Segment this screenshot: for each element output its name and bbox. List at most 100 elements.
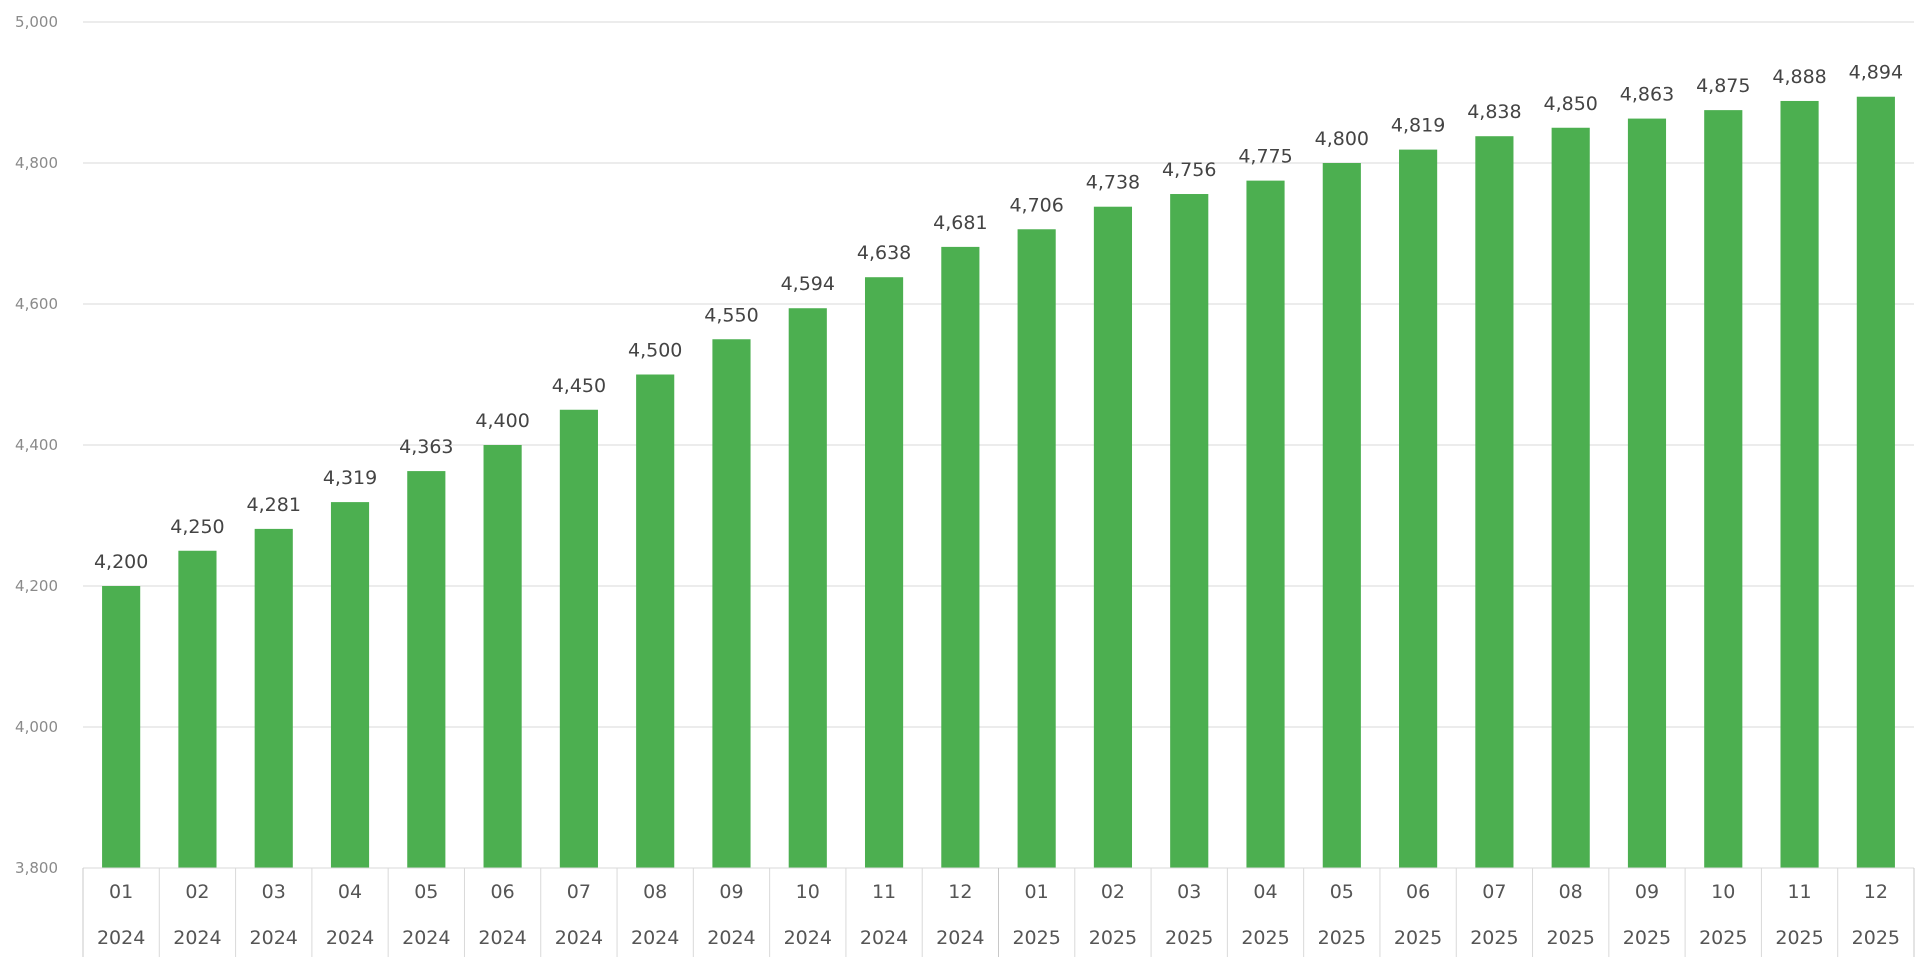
x-year-label: 2025 [1623,927,1671,949]
x-year-label: 2024 [860,927,908,949]
x-year-label: 2025 [1241,927,1289,949]
bar [330,502,370,868]
x-month-label: 01 [109,881,133,903]
x-month-label: 07 [567,881,591,903]
x-month-label: 02 [185,881,209,903]
data-label: 4,706 [1009,194,1063,216]
data-label: 4,450 [552,375,606,397]
bar [1170,194,1209,868]
x-month-label: 11 [872,881,896,903]
x-month-label: 08 [1559,881,1583,903]
data-label: 4,638 [857,242,911,264]
y-tick-label: 4,600 [15,295,58,313]
data-label: 4,200 [94,551,148,573]
bar [1856,96,1895,869]
bars [102,96,1895,869]
x-year-label: 2024 [631,927,679,949]
bar [864,277,904,869]
data-labels: 4,200 4,250 4,281 4,319 4,363 4,400 4,450 4,500… [94,62,1903,573]
data-label: 4,681 [933,212,987,234]
bar [1627,118,1667,868]
x-month-label: 09 [1635,881,1659,903]
bar [102,586,141,868]
bar [1322,163,1361,868]
x-month-label: 10 [796,881,820,903]
bar [1475,136,1514,868]
x-month-label: 05 [1330,881,1354,903]
data-label: 4,550 [704,304,758,326]
x-year-label: 2025 [1089,927,1137,949]
x-year-label: 2025 [1547,927,1595,949]
x-month-label: 06 [1406,881,1430,903]
bar [178,550,217,868]
bar [788,308,827,869]
x-month-label: 10 [1711,881,1735,903]
bar [1780,100,1819,868]
bar [407,471,446,868]
x-month-label: 07 [1482,881,1506,903]
x-year-label: 2024 [478,927,526,949]
x-year-label: 2025 [1852,927,1900,949]
data-label: 4,594 [781,273,835,295]
bar [1551,127,1590,868]
data-label: 4,838 [1467,101,1521,123]
bar [559,409,598,868]
data-label: 4,800 [1315,128,1369,150]
x-month-label: 03 [1177,881,1201,903]
x-month-label: 12 [1864,881,1888,903]
x-month-label: 06 [491,881,515,903]
data-label: 4,319 [323,467,377,489]
data-label: 4,894 [1849,62,1903,84]
bar [1704,110,1743,868]
x-year-label: 2025 [1318,927,1366,949]
data-label: 4,363 [399,436,453,458]
y-tick-label: 3,800 [15,859,58,877]
y-tick-label: 5,000 [15,13,58,31]
y-tick-label: 4,400 [15,436,58,454]
data-label: 4,819 [1391,115,1445,137]
x-month-label: 12 [948,881,972,903]
x-month-label: 05 [414,881,438,903]
data-label: 4,738 [1086,172,1140,194]
x-month-label: 09 [719,881,743,903]
x-month-label: 08 [643,881,667,903]
data-label: 4,400 [475,410,529,432]
data-label: 4,863 [1620,84,1674,106]
bar [636,374,675,868]
x-year-label: 2025 [1394,927,1442,949]
x-month-label: 03 [262,881,286,903]
x-axis: 01 2024 02 2024 03 2024 04 2024 05 2024 06 2024 07 20… [82,867,1915,957]
x-month-label: 04 [1253,881,1277,903]
y-tick-label: 4,800 [15,154,58,172]
bar [1017,229,1056,868]
x-year-label: 2025 [1470,927,1518,949]
x-year-label: 2024 [555,927,603,949]
x-year-label: 2024 [784,927,832,949]
x-year-label: 2024 [402,927,450,949]
bar [712,339,751,868]
x-year-label: 2025 [1165,927,1213,949]
x-year-label: 2025 [1775,927,1823,949]
data-label: 4,775 [1238,146,1292,168]
x-month-label: 01 [1025,881,1049,903]
x-year-label: 2024 [97,927,145,949]
data-label: 4,875 [1696,75,1750,97]
data-label: 4,850 [1543,93,1597,115]
x-month-label: 11 [1787,881,1811,903]
x-year-label: 2024 [326,927,374,949]
data-label: 4,281 [247,494,301,516]
y-axis-ticks: 3,800 4,000 4,200 4,400 4,600 4,800 5,000 [15,13,58,877]
x-year-label: 2024 [250,927,298,949]
x-year-label: 2024 [707,927,755,949]
y-tick-label: 4,200 [15,577,58,595]
x-year-label: 2024 [936,927,984,949]
bar [1093,206,1133,868]
data-label: 4,888 [1772,66,1826,88]
data-label: 4,756 [1162,159,1216,181]
x-year-label: 2024 [173,927,221,949]
y-grid [83,21,1914,869]
bar [941,246,980,868]
x-month-label: 04 [338,881,362,903]
